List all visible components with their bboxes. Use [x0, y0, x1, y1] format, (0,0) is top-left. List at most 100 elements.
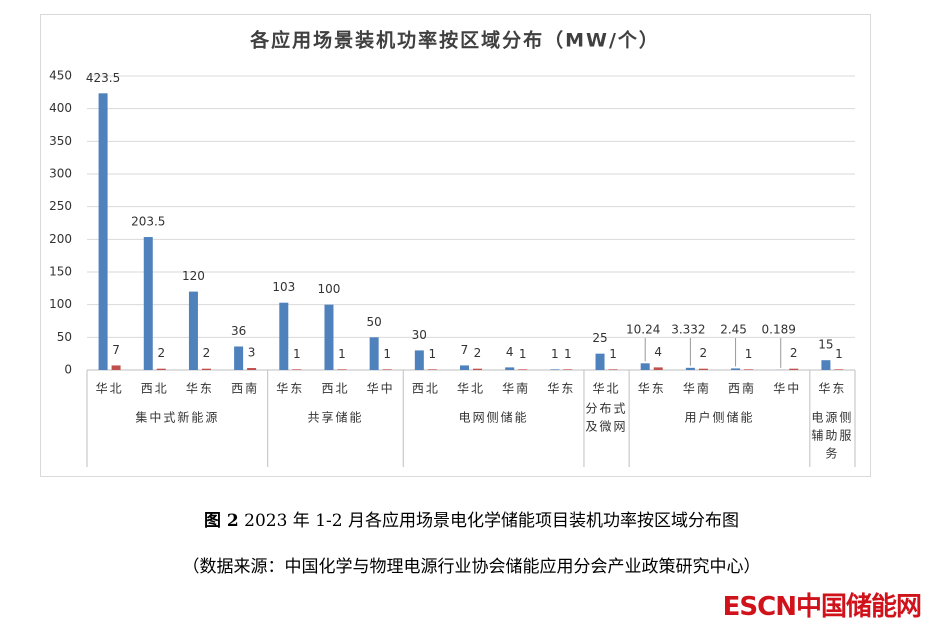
bar [337, 369, 347, 370]
bar [247, 368, 257, 370]
data-label: 3.332 [671, 323, 705, 337]
data-label: 1 [835, 347, 843, 361]
bar [143, 237, 153, 370]
bar [789, 368, 799, 370]
data-label: 0.189 [762, 323, 796, 337]
y-tick-label: 100 [49, 297, 72, 311]
bar [460, 365, 469, 370]
data-label: 7 [112, 343, 120, 357]
data-label: 1 [551, 347, 559, 361]
y-tick-label: 200 [49, 232, 72, 246]
bar [382, 369, 392, 370]
data-label: 1 [564, 347, 572, 361]
x-tick-label: 西南 [728, 381, 756, 396]
y-tick-label: 50 [57, 330, 72, 344]
data-label: 4 [654, 345, 662, 359]
data-label: 30 [412, 328, 427, 342]
group-label: 共享储能 [307, 410, 363, 425]
x-tick-label: 西北 [412, 382, 440, 396]
data-label: 2 [790, 346, 798, 360]
x-tick-label: 华东 [818, 382, 846, 396]
data-label: 50 [367, 315, 382, 329]
data-label: 4 [506, 345, 514, 359]
data-label: 36 [231, 324, 246, 338]
chart-frame [40, 14, 871, 477]
data-label: 1 [383, 347, 391, 361]
chart-title: 各应用场景装机功率按区域分布（MW/个） [249, 29, 660, 52]
group-label: 集中式新能源 [135, 410, 219, 425]
bar [201, 368, 211, 370]
figure-number: 图 2 [203, 511, 239, 531]
data-label: 15 [818, 338, 833, 352]
bar [188, 291, 198, 370]
y-tick-label: 350 [49, 134, 72, 148]
data-label: 1 [338, 347, 346, 361]
data-label: 2 [700, 346, 708, 360]
y-tick-label: 400 [49, 101, 72, 115]
bar [505, 367, 515, 370]
bar [292, 369, 302, 370]
data-label: 120 [182, 269, 205, 283]
data-label: 103 [272, 280, 295, 294]
x-tick-label: 华东 [276, 382, 304, 396]
group-label: 分布式 [586, 402, 628, 416]
data-label: 1 [293, 347, 301, 361]
y-tick-label: 250 [49, 199, 72, 213]
x-tick-label: 西南 [231, 381, 259, 396]
data-label: 2.45 [720, 323, 747, 337]
bar [731, 368, 741, 370]
data-label: 1 [745, 347, 753, 361]
data-label: 25 [592, 331, 607, 345]
group-label: 电源侧 [811, 411, 853, 425]
caption: 图 2 2023 年 1-2 月各应用场景电化学储能项目装机功率按区域分布图 [0, 506, 943, 531]
bar [324, 304, 334, 370]
bar [744, 369, 754, 370]
y-tick-label: 150 [49, 265, 72, 279]
source: （数据来源：中国化学与物理电源行业协会储能应用分会产业政策研究中心） [182, 557, 761, 577]
data-label: 2 [157, 346, 165, 360]
bar [608, 369, 618, 370]
caption-text: 2023 年 1-2 月各应用场景电化学储能项目装机功率按区域分布图 [244, 511, 739, 531]
group-label: 辅助服 [811, 429, 853, 443]
bar [698, 368, 708, 370]
y-tick-label: 0 [64, 363, 72, 377]
x-tick-label: 华东 [547, 382, 575, 396]
data-label: 10.24 [626, 323, 660, 337]
bar [427, 369, 437, 370]
bar [834, 369, 844, 370]
x-tick-label: 华南 [502, 381, 530, 396]
bar [653, 367, 663, 370]
x-tick-label: 华中 [367, 381, 395, 396]
data-label: 2 [203, 346, 211, 360]
data-label: 203.5 [131, 215, 165, 229]
data-label: 7 [461, 343, 469, 357]
data-label: 1 [609, 347, 617, 361]
bar [279, 302, 289, 370]
x-tick-label: 华北 [457, 382, 485, 396]
bar [111, 365, 121, 370]
bar [156, 368, 166, 370]
data-label: 1 [519, 347, 527, 361]
x-tick-label: 华东 [638, 382, 666, 396]
x-tick-label: 西北 [321, 382, 349, 396]
bar [563, 369, 573, 370]
bar [414, 350, 424, 370]
group-label: 用户侧储能 [684, 410, 754, 425]
x-tick-label: 西北 [141, 382, 169, 396]
bar [518, 369, 528, 370]
group-label: 电网侧储能 [459, 410, 529, 425]
y-tick-label: 450 [49, 69, 72, 83]
group-label: 务 [825, 446, 839, 461]
data-label: 2 [474, 346, 482, 360]
bar [821, 360, 831, 370]
x-tick-label: 华东 [186, 382, 214, 396]
data-label: 1 [429, 347, 437, 361]
bar [98, 93, 108, 371]
x-tick-label: 华北 [593, 382, 621, 396]
data-label: 423.5 [86, 71, 120, 85]
group-label: 及微网 [586, 420, 628, 434]
data-label: 100 [318, 282, 341, 296]
bar [369, 337, 379, 370]
chart: 各应用场景装机功率按区域分布（MW/个） 0501001502002503003… [40, 14, 871, 477]
